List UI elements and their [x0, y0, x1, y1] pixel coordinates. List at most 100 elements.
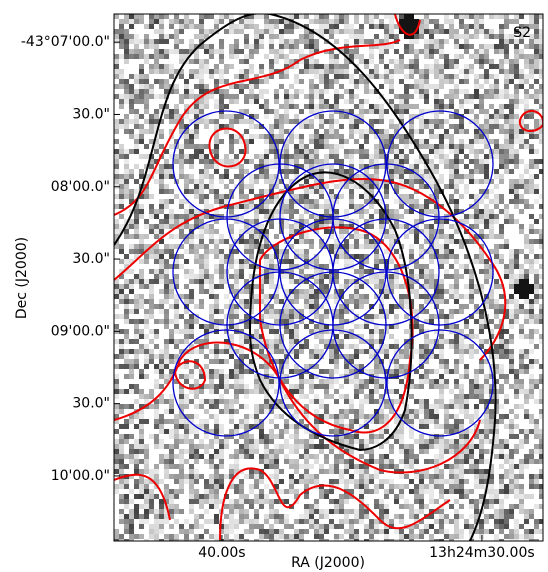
pixel — [209, 459, 214, 464]
pixel — [444, 384, 449, 389]
pixel — [119, 289, 124, 294]
pixel — [259, 94, 264, 99]
pixel — [164, 189, 169, 194]
pixel — [334, 39, 339, 44]
pixel — [334, 29, 339, 34]
pixel — [469, 329, 474, 334]
pixel — [254, 404, 259, 409]
pixel — [484, 74, 489, 79]
pixel — [189, 39, 194, 44]
pixel — [194, 444, 199, 449]
pixel — [309, 109, 314, 114]
pixel — [534, 99, 539, 104]
pixel — [279, 349, 284, 354]
pixel — [164, 354, 169, 359]
pixel — [459, 339, 464, 344]
pixel — [289, 334, 294, 339]
pixel — [519, 229, 524, 234]
pixel — [464, 294, 469, 299]
pixel — [459, 439, 464, 444]
pixel — [459, 124, 464, 129]
pixel — [384, 134, 389, 139]
pixel — [524, 89, 529, 94]
pixel — [449, 344, 454, 349]
pixel — [134, 459, 139, 464]
pixel — [164, 174, 169, 179]
pixel — [139, 394, 144, 399]
pixel — [259, 14, 264, 19]
pixel — [284, 419, 289, 424]
pixel — [439, 84, 444, 89]
pixel — [364, 244, 369, 249]
pixel — [439, 69, 444, 74]
pixel — [174, 434, 179, 439]
pixel — [364, 154, 369, 159]
pixel — [374, 174, 379, 179]
pixel — [429, 259, 434, 264]
pixel — [514, 389, 519, 394]
pixel — [469, 159, 474, 164]
pixel — [499, 34, 504, 39]
pixel — [364, 349, 369, 354]
pixel — [284, 54, 289, 59]
pixel — [449, 29, 454, 34]
pixel — [519, 69, 524, 74]
pixel — [254, 214, 259, 219]
pixel — [439, 54, 444, 59]
pixel — [194, 144, 199, 149]
pixel — [359, 154, 364, 159]
pixel — [454, 159, 459, 164]
pixel — [209, 379, 214, 384]
pixel — [404, 14, 409, 19]
pixel — [199, 404, 204, 409]
pixel — [234, 389, 239, 394]
pixel — [174, 19, 179, 24]
pixel — [459, 354, 464, 359]
pixel — [374, 74, 379, 79]
pixel — [504, 39, 509, 44]
pixel — [174, 39, 179, 44]
pixel — [394, 94, 399, 99]
pixel — [214, 229, 219, 234]
pixel — [309, 94, 314, 99]
pixel — [204, 434, 209, 439]
pixel — [289, 29, 294, 34]
pixel — [204, 324, 209, 329]
pixel — [459, 69, 464, 74]
pixel — [234, 439, 239, 444]
pixel — [259, 209, 264, 214]
pixel — [194, 84, 199, 89]
pixel — [359, 454, 364, 459]
pixel — [124, 49, 129, 54]
pixel — [354, 389, 359, 394]
pixel — [154, 439, 159, 444]
pixel — [444, 289, 449, 294]
pixel — [224, 194, 229, 199]
pixel — [214, 439, 219, 444]
pixel — [339, 84, 344, 89]
pixel — [514, 279, 519, 284]
pixel — [534, 199, 539, 204]
pixel — [229, 404, 234, 409]
pixel — [239, 89, 244, 94]
pixel — [384, 129, 389, 134]
pixel — [469, 454, 474, 459]
pixel — [364, 129, 369, 134]
pixel — [484, 264, 489, 269]
pixel — [209, 454, 214, 459]
pixel — [264, 134, 269, 139]
pixel — [309, 84, 314, 89]
pixel — [134, 324, 139, 329]
pixel — [384, 139, 389, 144]
pixel — [494, 204, 499, 209]
pixel — [254, 284, 259, 289]
pixel — [479, 64, 484, 69]
pixel — [424, 199, 429, 204]
pixel — [454, 279, 459, 284]
pixel — [514, 464, 519, 469]
pixel — [304, 254, 309, 259]
pixel — [249, 264, 254, 269]
pixel — [514, 49, 519, 54]
pixel — [374, 399, 379, 404]
pixel — [484, 424, 489, 429]
